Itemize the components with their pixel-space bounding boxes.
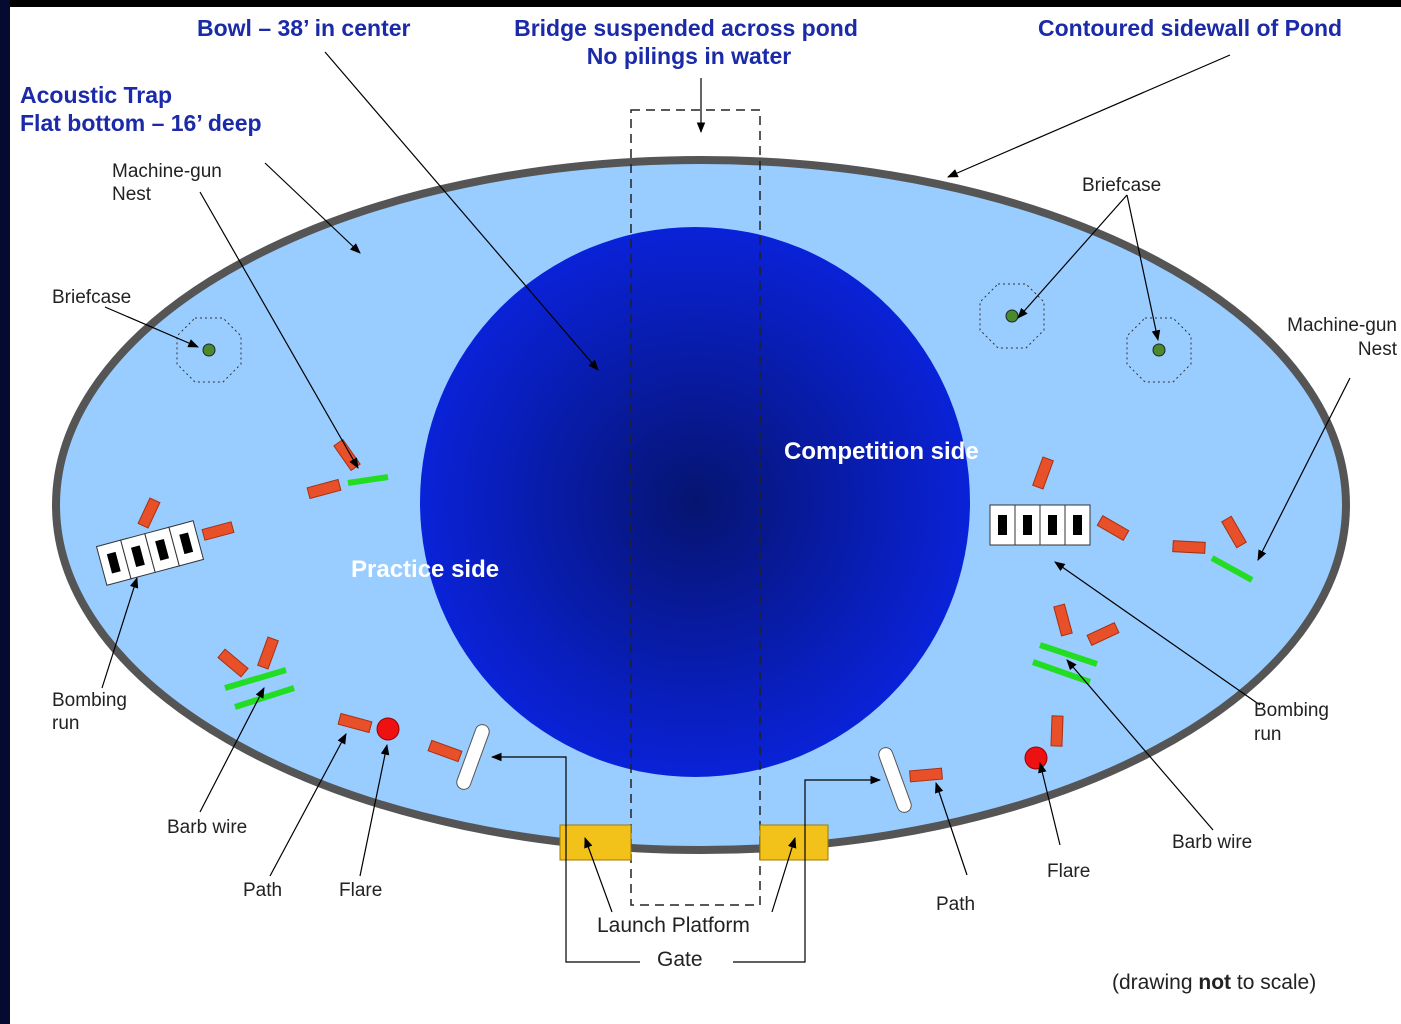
arrow [1017,194,1128,319]
obstacle [1172,540,1206,554]
target-mark [1023,515,1032,535]
obstacle [257,636,279,670]
label: Flat bottom – 16’ deep [20,110,262,136]
label: Nest [1358,339,1398,360]
briefcase [1152,343,1166,357]
label: run [52,713,79,734]
arrow [104,306,199,348]
arrow [584,836,613,913]
obstacle [909,767,943,783]
path-marker [456,724,490,790]
obstacle [337,712,373,734]
label: No pilings in water [587,43,792,69]
barb-wire [224,667,287,691]
arrow [199,687,265,813]
barb-wire [1039,642,1098,667]
label: Path [243,880,282,901]
connector [490,752,640,963]
label: Machine-gun [112,161,222,182]
flare [1024,746,1048,770]
obstacles [95,51,1351,963]
note-part: (drawing [1112,971,1198,994]
label: Practice side [351,556,499,583]
label: Barb wire [1172,832,1252,853]
target-mark [1073,515,1082,535]
arrow [264,162,361,254]
note-part: to scale) [1231,971,1316,994]
arrow [199,191,359,469]
bombing-run [989,504,1091,546]
obstacle [137,497,161,529]
label: Briefcase [1082,175,1161,196]
arrow [1066,659,1214,831]
bowl [420,227,970,777]
briefcase-zone [979,283,1045,349]
label: Flare [339,880,382,901]
flare [376,717,400,741]
arrow [1038,761,1061,846]
arrow [1054,561,1261,706]
arrow [947,54,1231,178]
label: Bombing [52,690,127,711]
note: (drawing not to scale) [1112,971,1316,994]
label: Bridge suspended across pond [514,15,858,41]
arrow [269,733,347,877]
arrow [1126,194,1161,342]
barb-wire [234,685,295,710]
label: Briefcase [52,287,131,308]
obstacle [1096,515,1130,541]
launch-platform [559,824,632,861]
obstacle [306,478,342,500]
label: Barb wire [167,817,247,838]
obstacle [1221,515,1247,549]
label: Launch Platform [597,914,750,937]
path-marker [878,747,912,813]
left-border [0,0,10,1024]
label: Flare [1047,861,1090,882]
briefcase-zone [1126,317,1192,383]
label: Gate [657,948,703,971]
arrow [1257,377,1351,561]
bombing-run [95,520,205,586]
label: Contoured sidewall of Pond [1038,15,1342,41]
connector [733,775,882,963]
label: Path [936,894,975,915]
briefcase [202,343,216,357]
obstacle [427,739,463,763]
arrow [101,576,139,689]
target-mark [155,538,170,561]
arrow [324,51,599,371]
arrow [935,781,968,876]
obstacle [1086,622,1120,646]
arrow [359,743,390,877]
briefcase-zone [176,317,242,383]
label: run [1254,724,1281,745]
barb-wire [1210,555,1254,583]
top-border [0,0,1401,7]
bridge [630,109,761,906]
target-mark [106,551,121,574]
label: Competition side [784,438,979,465]
obstacle [201,521,235,541]
obstacle [1032,456,1054,490]
label: Bowl – 38’ in center [197,15,411,41]
target-mark [130,545,145,568]
obstacle [1050,715,1064,747]
label: Machine-gun [1287,315,1397,336]
label: Acoustic Trap [20,82,172,108]
obstacle [1053,603,1073,637]
target-mark [1048,515,1057,535]
note-part: not [1198,971,1231,994]
arrow [771,836,797,913]
barb-wire [347,474,389,486]
label: Nest [112,184,152,205]
target-mark [998,515,1007,535]
barb-wire [1032,659,1091,685]
label: Bombing [1254,700,1329,721]
briefcase [1005,309,1019,323]
obstacle [217,648,249,678]
target-mark [179,532,194,555]
